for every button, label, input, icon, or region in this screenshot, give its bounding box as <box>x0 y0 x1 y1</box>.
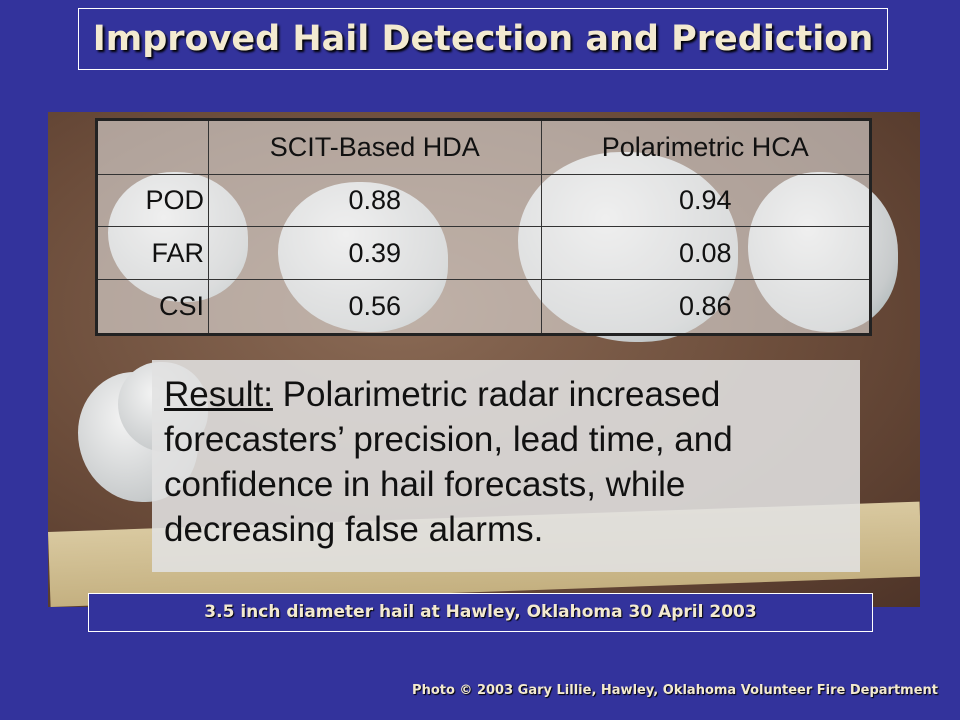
photo-caption: 3.5 inch diameter hail at Hawley, Oklaho… <box>88 593 873 632</box>
result-text: Polarimetric radar increased forecasters… <box>164 375 733 549</box>
cell: 0.88 <box>208 173 542 228</box>
photo-credit: Photo © 2003 Gary Lillie, Hawley, Oklaho… <box>412 683 938 698</box>
corner-cell <box>96 119 209 175</box>
row-label: FAR <box>96 226 209 281</box>
cell: 0.08 <box>540 226 872 281</box>
results-table: SCIT-Based HDA Polarimetric HCA POD 0.88 0.… <box>95 118 872 336</box>
cell: 0.94 <box>540 173 872 228</box>
cell: 0.86 <box>540 279 872 335</box>
result-box: Result: Polarimetric radar increased for… <box>152 360 860 572</box>
result-label: Result: <box>164 375 273 414</box>
row-label: POD <box>96 173 209 228</box>
column-header: Polarimetric HCA <box>540 119 872 175</box>
cell: 0.39 <box>208 226 542 281</box>
row-label: CSI <box>96 279 209 335</box>
column-header: SCIT-Based HDA <box>208 119 542 175</box>
cell: 0.56 <box>208 279 542 335</box>
slide-title: Improved Hail Detection and Prediction <box>78 8 888 70</box>
